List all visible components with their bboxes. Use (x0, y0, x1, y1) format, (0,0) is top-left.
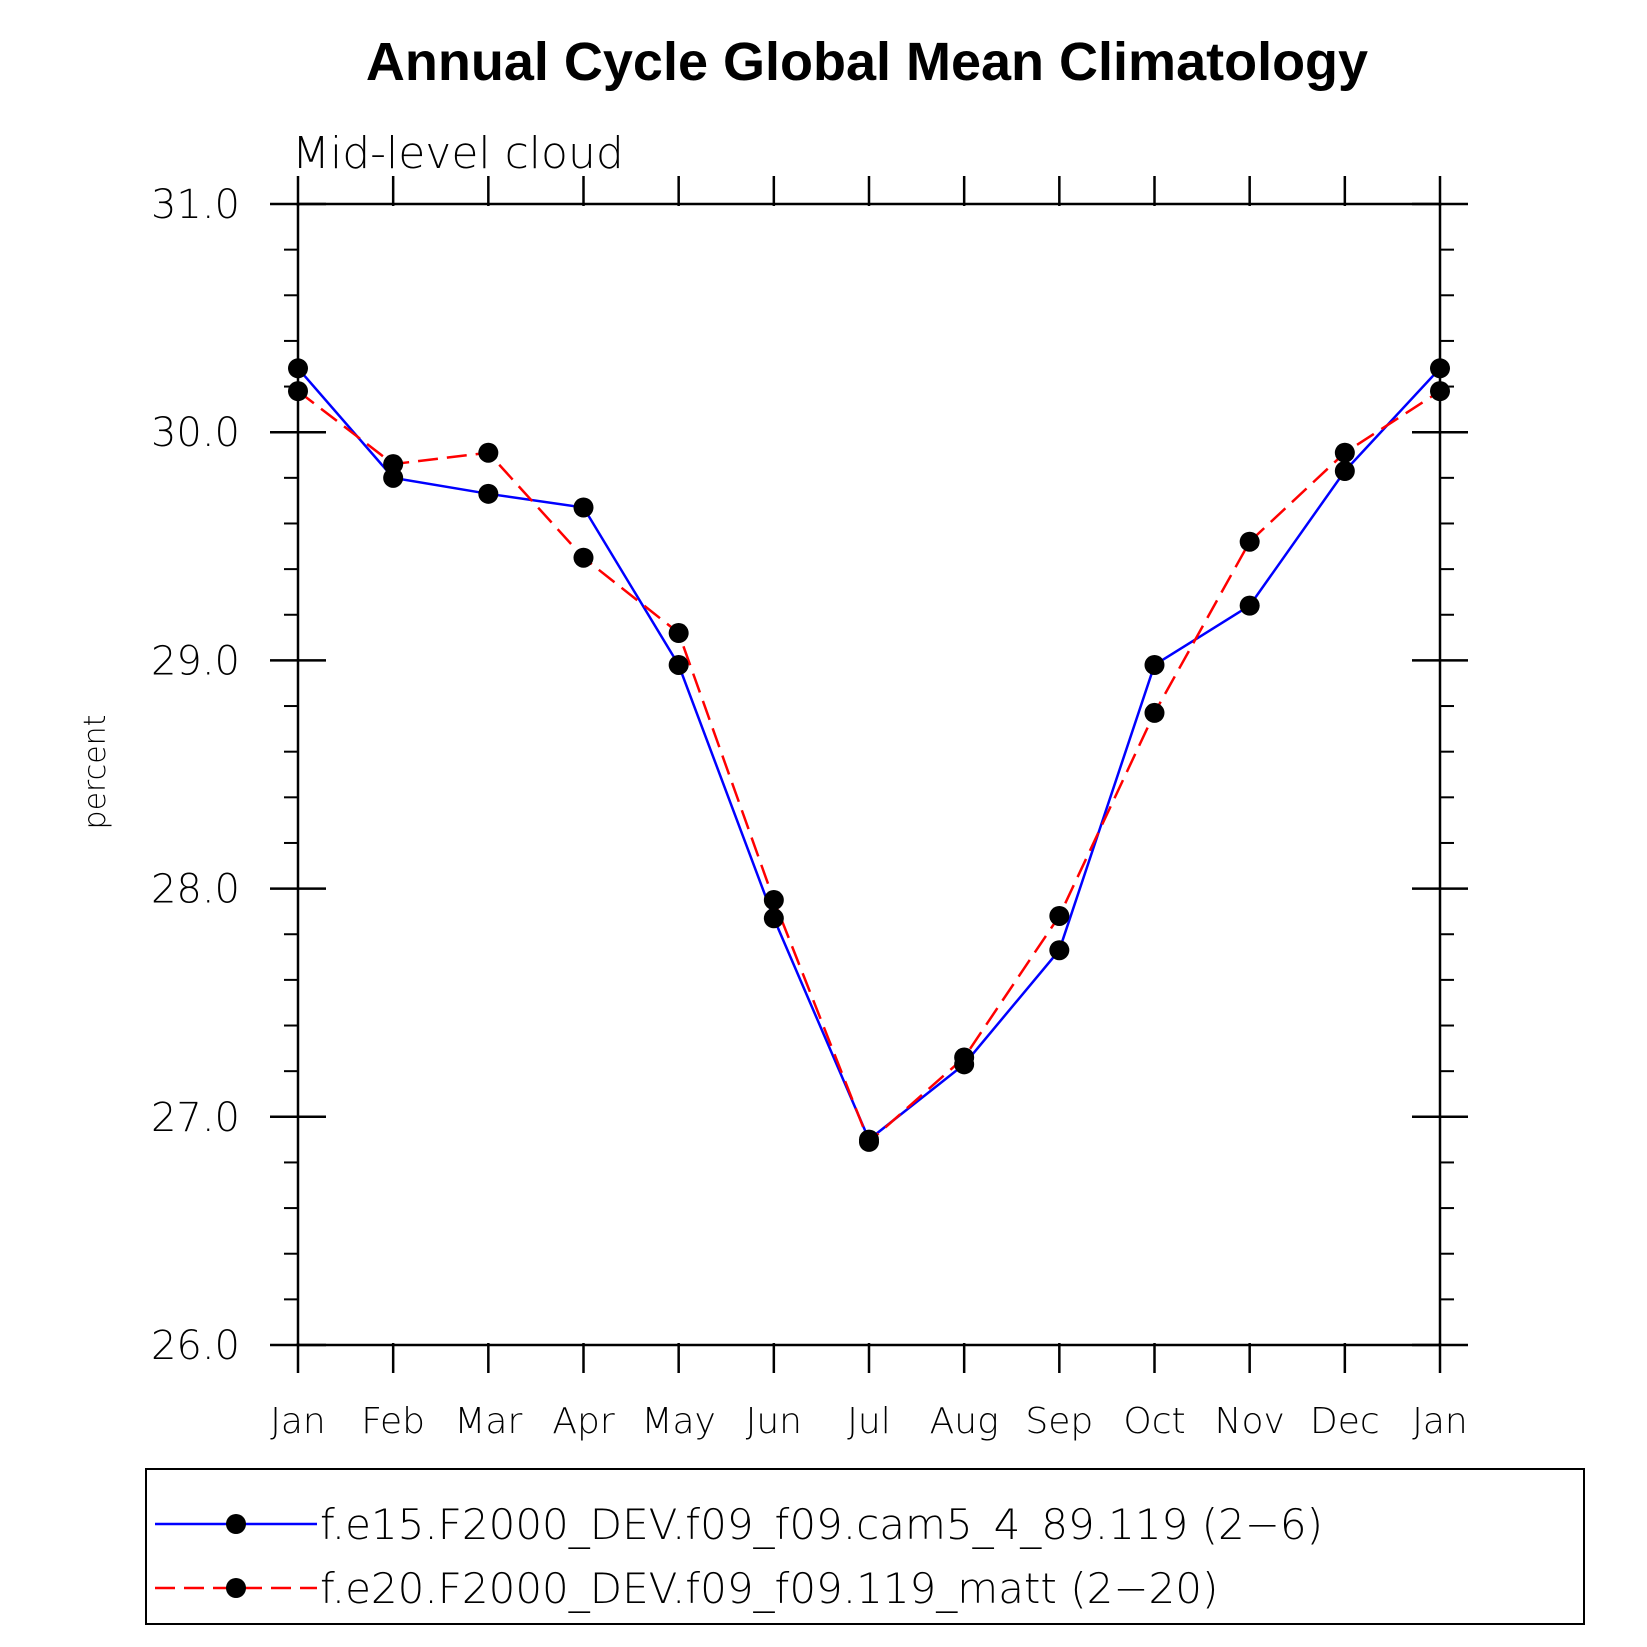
chart-subtitle: Mid-level cloud (292, 128, 624, 179)
series-1-point (1239, 595, 1260, 616)
x-tick-label: Oct (1123, 1401, 1185, 1442)
series-1-point (383, 467, 404, 488)
x-tick-label: Jul (847, 1401, 890, 1442)
series-2-point (763, 890, 784, 911)
y-tick-label: 28.0 (151, 867, 240, 913)
x-tick-label: Aug (930, 1401, 999, 1442)
x-tick-label: Dec (1310, 1401, 1380, 1442)
x-tick-label: Apr (552, 1401, 614, 1442)
series-1-point (1334, 460, 1355, 481)
series-2-point (383, 454, 404, 475)
y-axis-label: percent (78, 715, 113, 830)
x-tick-label: Mar (454, 1401, 522, 1442)
series-2-point (1334, 442, 1355, 463)
y-tick-label: 26.0 (151, 1323, 240, 1369)
series-line-2 (297, 390, 1441, 1145)
series-1-point (1049, 940, 1070, 961)
series-1-point (1430, 358, 1450, 379)
y-tick-label: 29.0 (151, 638, 240, 684)
x-tick-label: Jan (1412, 1401, 1468, 1442)
series-line-1 (297, 367, 1441, 1142)
series-2-point (288, 381, 308, 402)
series-2-point (668, 623, 689, 644)
series-2-point (954, 1047, 975, 1068)
series-2-point (573, 547, 594, 568)
series-1-point (1144, 654, 1165, 675)
series-1-point (763, 908, 784, 929)
x-tick-label: Jan (270, 1401, 326, 1442)
legend-label-2: f.e20.F2000_DEV.f09_f09.119_matt (2−20) (320, 1564, 1218, 1613)
x-tick-label: May (641, 1401, 715, 1442)
plot-frame (296, 202, 1442, 1347)
y-tick-label: 27.0 (151, 1095, 240, 1141)
series-2-point (1430, 381, 1450, 402)
x-tick-label: Nov (1215, 1401, 1285, 1442)
legend-label-1: f.e15.F2000_DEV.f09_f09.cam5_4_89.119 (2… (320, 1500, 1323, 1549)
series-2-point (1144, 702, 1165, 723)
series-2-point (1049, 905, 1070, 926)
series-1-point (288, 358, 308, 379)
legend: f.e15.F2000_DEV.f09_f09.cam5_4_89.119 (2… (145, 1468, 1585, 1625)
series-2-point (478, 442, 499, 463)
series-1-point (478, 483, 499, 504)
series-1-point (668, 654, 689, 675)
chart-title: Annual Cycle Global Mean Climatology (366, 32, 1368, 92)
legend-marker-2 (226, 1578, 246, 1598)
series-1-point (573, 497, 594, 518)
x-tick-label: Feb (361, 1401, 425, 1442)
x-tick-label: Sep (1025, 1401, 1093, 1442)
y-tick-label: 30.0 (151, 410, 240, 456)
series-2-point (1239, 531, 1260, 552)
series-layer (288, 358, 1450, 1152)
x-tick-label: Jun (746, 1401, 802, 1442)
legend-box (145, 1468, 1585, 1625)
series-2-point (859, 1131, 879, 1152)
y-tick-label: 31.0 (151, 182, 240, 228)
axes: 26.0 27.0 28.0 29.0 30.0 31.0 Jan Feb Mar Apr May J… (151, 176, 1468, 1442)
legend-marker-1 (226, 1514, 246, 1534)
